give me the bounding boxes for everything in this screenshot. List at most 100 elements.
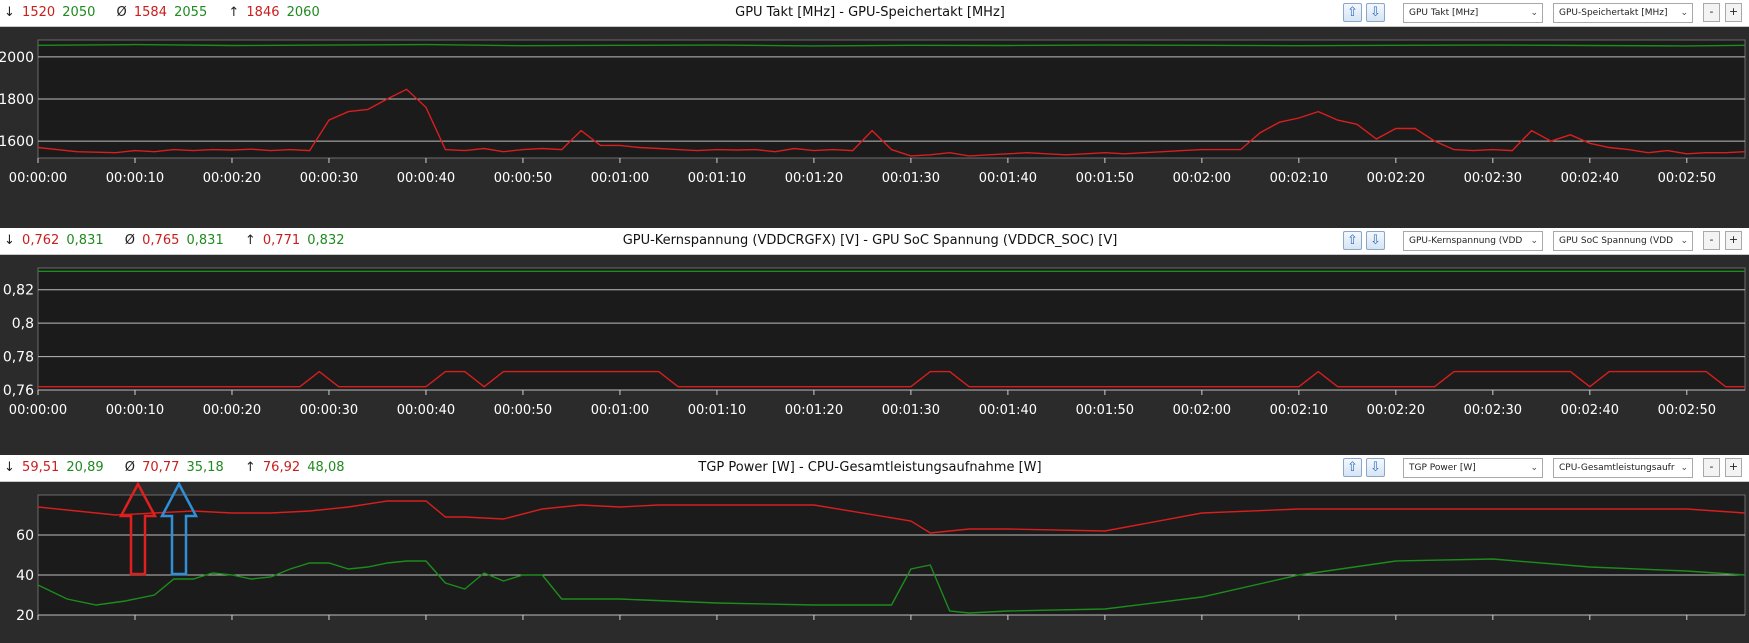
x-tick-label: 00:01:30 — [882, 171, 940, 186]
stat-min-red: 1520 — [22, 5, 56, 20]
series2-select[interactable]: CPU-Gesamtleistungsaufr ⌄ — [1553, 458, 1693, 478]
panel-header: ↓ 1520 2050 Ø 1584 2055 ↑ 1846 2060 GPU … — [0, 0, 1749, 27]
panel-controls: ⇧ ⇩ GPU-Kernspannung (VDD ⌄ GPU SoC Spann… — [1343, 231, 1743, 251]
panel-header: ↓ 59,51 20,89 Ø 70,77 35,18 ↑ 76,92 48,0… — [0, 455, 1749, 482]
y-tick-label: 0,82 — [3, 283, 34, 299]
stat-max-green: 48,08 — [307, 460, 345, 475]
chevron-down-icon: ⌄ — [1680, 236, 1688, 246]
gpu-voltage-chart: 0,76 0,78 0,8 0,82 00:00:00 00:00:10 00:00:20 0… — [0, 256, 1749, 453]
y-tick-label: 1800 — [0, 92, 34, 108]
y-tick-label: 0,78 — [3, 350, 34, 366]
x-tick-label: 00:00:20 — [203, 403, 261, 418]
x-tick-label: 00:01:10 — [688, 171, 746, 186]
x-tick-label: 00:00:00 — [9, 403, 67, 418]
stat-min-green: 2050 — [62, 5, 96, 20]
x-tick-label: 00:02:00 — [1173, 403, 1231, 418]
add-panel-button[interactable]: + — [1725, 3, 1742, 22]
stat-avg-green: 0,831 — [186, 233, 224, 248]
series1-select-value: GPU-Kernspannung (VDD — [1409, 236, 1523, 246]
add-panel-button[interactable]: + — [1725, 458, 1742, 477]
x-tick-label: 00:00:20 — [203, 171, 261, 186]
x-tick-label: 00:02:50 — [1658, 403, 1716, 418]
series2-select-value: CPU-Gesamtleistungsaufr — [1559, 463, 1675, 473]
x-tick-label: 00:02:10 — [1270, 403, 1328, 418]
chevron-down-icon: ⌄ — [1530, 463, 1538, 473]
x-tick-label: 00:02:40 — [1561, 403, 1619, 418]
panel-title: GPU Takt [MHz] - GPU-Speichertakt [MHz] — [735, 5, 1005, 20]
x-tick-label: 00:02:10 — [1270, 171, 1328, 186]
move-up-button[interactable]: ⇧ — [1343, 3, 1362, 22]
x-tick-label: 00:01:00 — [591, 171, 649, 186]
series-line-0 — [37, 500, 1746, 534]
max-icon: ↑ — [244, 233, 256, 248]
x-tick-label: 00:01:40 — [979, 403, 1037, 418]
y-tick-label: 0,8 — [12, 316, 34, 332]
x-tick-label: 00:02:30 — [1464, 403, 1522, 418]
move-down-button[interactable]: ⇩ — [1366, 231, 1385, 250]
x-tick-label: 00:02:30 — [1464, 171, 1522, 186]
series1-select-value: TGP Power [W] — [1409, 463, 1476, 473]
y-tick-label: 40 — [16, 568, 34, 584]
gpu-clock-chart: 1600 1800 2000 00:00:00 00:00:10 00:00:20 00:0… — [0, 28, 1749, 200]
series-line-0 — [38, 370, 1745, 388]
stat-min-red: 59,51 — [22, 460, 60, 475]
chevron-down-icon: ⌄ — [1680, 8, 1688, 18]
series-line-0 — [37, 88, 1746, 157]
stat-avg-red: 0,765 — [142, 233, 180, 248]
x-tick-label: 00:02:20 — [1367, 403, 1425, 418]
panel-title: GPU-Kernspannung (VDDCRGFX) [V] - GPU So… — [622, 233, 1118, 248]
stat-avg-green: 35,18 — [186, 460, 224, 475]
plot-area — [37, 494, 1746, 616]
panel-power: ↓ 59,51 20,89 Ø 70,77 35,18 ↑ 76,92 48,0… — [0, 455, 1749, 643]
stat-min-red: 0,762 — [22, 233, 60, 248]
stat-avg-red: 1584 — [133, 5, 167, 20]
x-tick-label: 00:00:40 — [397, 403, 455, 418]
remove-panel-button[interactable]: - — [1703, 3, 1720, 22]
x-tick-label: 00:00:10 — [106, 403, 164, 418]
x-tick-label: 00:02:00 — [1173, 171, 1231, 186]
series1-select[interactable]: TGP Power [W] ⌄ — [1403, 458, 1543, 478]
x-tick-label: 00:02:20 — [1367, 171, 1425, 186]
power-chart: 20 40 60 — [0, 483, 1749, 643]
move-down-button[interactable]: ⇩ — [1366, 458, 1385, 477]
add-panel-button[interactable]: + — [1725, 231, 1742, 250]
series1-select[interactable]: GPU Takt [MHz] ⌄ — [1403, 3, 1543, 23]
stat-avg-green: 2055 — [174, 5, 208, 20]
avg-icon: Ø — [124, 233, 135, 248]
x-tick-label: 00:00:50 — [494, 403, 552, 418]
series1-select-value: GPU Takt [MHz] — [1409, 8, 1479, 18]
stats-bar: ↓ 59,51 20,89 Ø 70,77 35,18 ↑ 76,92 48,0… — [4, 460, 361, 475]
move-up-button[interactable]: ⇧ — [1343, 458, 1362, 477]
series1-select[interactable]: GPU-Kernspannung (VDD ⌄ — [1403, 231, 1543, 251]
move-up-button[interactable]: ⇧ — [1343, 231, 1362, 250]
stats-bar: ↓ 1520 2050 Ø 1584 2055 ↑ 1846 2060 — [4, 5, 337, 20]
series2-select[interactable]: GPU-Speichertakt [MHz] ⌄ — [1553, 3, 1693, 23]
annotation-arrows — [118, 482, 199, 576]
x-tick-label: 00:02:50 — [1658, 171, 1716, 186]
panel-header: ↓ 0,762 0,831 Ø 0,765 0,831 ↑ 0,771 0,83… — [0, 228, 1749, 255]
min-icon: ↓ — [4, 233, 15, 248]
remove-panel-button[interactable]: - — [1703, 458, 1720, 477]
x-tick-label: 00:01:50 — [1076, 403, 1134, 418]
y-tick-label: 1600 — [0, 134, 34, 150]
x-tick-label: 00:00:30 — [300, 403, 358, 418]
avg-icon: Ø — [124, 460, 135, 475]
blue-arrow-icon — [159, 482, 199, 576]
x-tick-label: 00:01:00 — [591, 403, 649, 418]
remove-panel-button[interactable]: - — [1703, 231, 1720, 250]
series2-select[interactable]: GPU SoC Spannung (VDD ⌄ — [1553, 231, 1693, 251]
x-tick-label: 00:01:40 — [979, 171, 1037, 186]
panel-controls: ⇧ ⇩ TGP Power [W] ⌄ CPU-Gesamtleistungsau… — [1343, 458, 1743, 478]
y-tick-label: 0,76 — [3, 383, 34, 399]
x-tick-label: 00:01:50 — [1076, 171, 1134, 186]
x-tick-label: 00:00:50 — [494, 171, 552, 186]
stat-min-green: 0,831 — [66, 233, 104, 248]
panel-gpu-clock: ↓ 1520 2050 Ø 1584 2055 ↑ 1846 2060 GPU … — [0, 0, 1749, 200]
stat-avg-red: 70,77 — [142, 460, 180, 475]
chevron-down-icon: ⌄ — [1530, 236, 1538, 246]
stat-min-green: 20,89 — [66, 460, 104, 475]
x-tick-label: 00:00:00 — [9, 171, 67, 186]
x-tick-label: 00:00:40 — [397, 171, 455, 186]
move-down-button[interactable]: ⇩ — [1366, 3, 1385, 22]
x-tick-label: 00:01:20 — [785, 403, 843, 418]
